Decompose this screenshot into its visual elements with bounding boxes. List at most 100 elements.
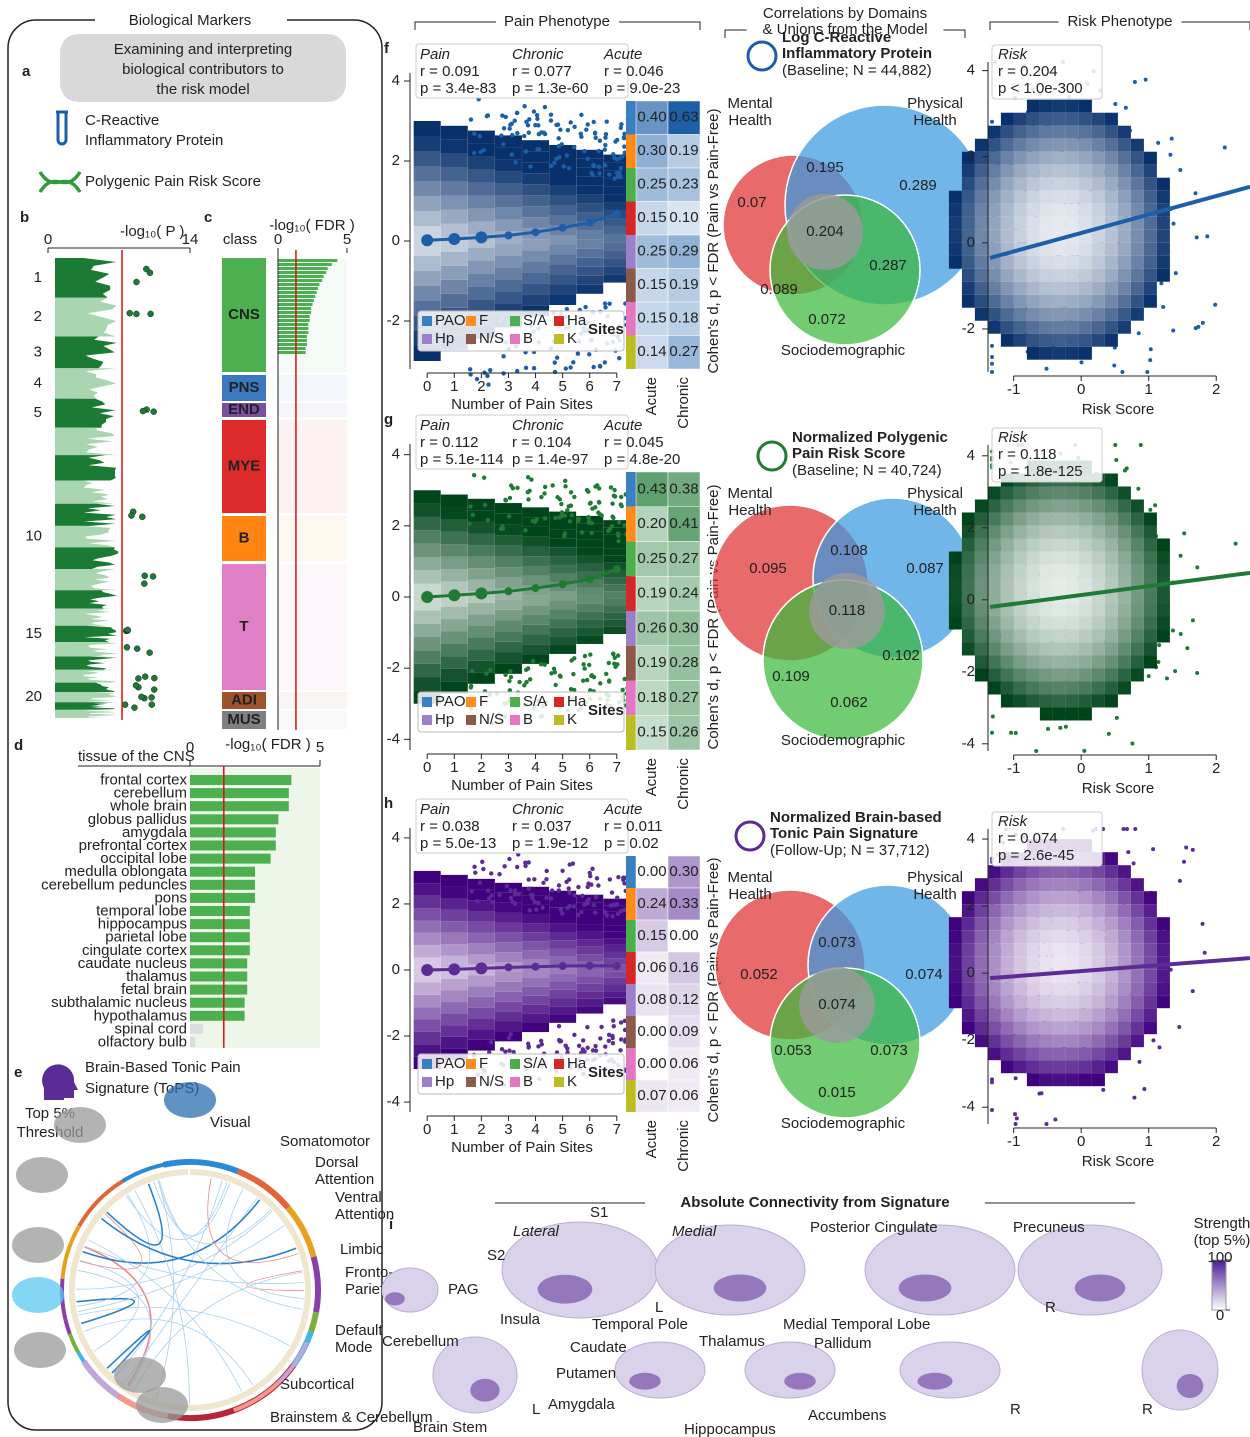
density-cell — [440, 139, 468, 154]
outlier-dot — [588, 652, 593, 657]
density-cell — [1130, 151, 1144, 165]
region-label: L — [655, 1299, 663, 1316]
density-cell — [467, 498, 495, 511]
density-cell — [603, 612, 631, 620]
legend-title: Sites — [588, 702, 624, 719]
density-cell — [1065, 320, 1079, 334]
density-cell — [961, 151, 975, 165]
density-cell — [413, 597, 441, 611]
density-cell — [961, 164, 975, 178]
scatter-dot — [990, 1108, 994, 1113]
density-cell — [549, 547, 577, 557]
density-cell — [494, 513, 522, 525]
inner-ring — [69, 1169, 312, 1411]
region-label: R — [1010, 1401, 1021, 1418]
outlier-dot — [559, 501, 564, 507]
outlier-dot — [622, 150, 628, 155]
density-cell — [440, 606, 468, 620]
density-cell — [1091, 655, 1105, 669]
scatter-dot — [1131, 861, 1136, 866]
legend-swatch — [422, 1059, 432, 1069]
density-cell — [948, 229, 962, 243]
outlier-dot — [503, 1049, 508, 1054]
chromosome-label: 2 — [34, 308, 42, 325]
outlier-dot — [568, 365, 573, 370]
density-cell — [1091, 125, 1105, 139]
network-label: Attention — [335, 1206, 394, 1223]
density-cell — [440, 531, 468, 545]
density-cell — [961, 616, 975, 630]
brain-thumbnail — [164, 1082, 216, 1118]
density-cell — [522, 294, 550, 306]
density-cell — [974, 1021, 988, 1035]
density-cell — [1052, 99, 1066, 113]
mean-point — [448, 963, 461, 976]
outlier-dot — [593, 1048, 599, 1053]
site-strip — [626, 235, 636, 269]
scatter-dot — [1013, 1076, 1018, 1081]
tissue-label: olfactory bulb — [98, 1033, 187, 1050]
density-cell — [1091, 255, 1105, 269]
x-axis-label: Risk Score — [1082, 780, 1155, 797]
region-label: Thalamus — [699, 1333, 765, 1350]
stat-name: Chronic — [512, 801, 564, 818]
density-cell — [1117, 642, 1131, 656]
density-cell — [1000, 995, 1014, 1009]
chromosome-strip — [55, 525, 117, 548]
outlier-dot — [522, 133, 527, 139]
density-cell — [1000, 268, 1014, 282]
x-tick-label: 1 — [450, 378, 458, 395]
density-cell — [576, 619, 604, 628]
tissue-label: hypothalamus — [94, 1007, 187, 1024]
scatter-dot — [1178, 632, 1183, 637]
outlier-dot — [618, 1037, 624, 1042]
outlier-dot — [539, 1042, 544, 1047]
scatter-dot — [1044, 1122, 1049, 1126]
density-cell — [1065, 943, 1079, 957]
mean-point — [558, 223, 567, 232]
density-cell — [1052, 707, 1066, 721]
heat-cell — [667, 335, 701, 370]
outlier-dot — [534, 907, 539, 912]
density-cell — [1013, 629, 1027, 643]
density-cell — [1065, 138, 1079, 152]
tissue-label: caudate nucleus — [78, 955, 187, 972]
density-cell — [948, 969, 962, 983]
y-tick-label: 4 — [392, 829, 400, 846]
region-label: Brain Stem — [413, 1419, 487, 1436]
density-cell — [1078, 190, 1092, 204]
hit-dot — [135, 675, 142, 682]
outlier-dot — [567, 519, 573, 524]
density-cell — [1104, 930, 1118, 944]
outlier-dot — [606, 1038, 612, 1043]
density-cell — [1039, 164, 1053, 178]
outlier-dot — [620, 687, 625, 693]
venn-value: 0.102 — [882, 647, 920, 664]
scatter-dot — [1178, 167, 1183, 172]
density-cell — [987, 125, 1001, 139]
scatter-dot — [1151, 847, 1156, 852]
density-cell — [961, 904, 975, 918]
density-cell — [974, 878, 988, 892]
heat-cell — [667, 268, 701, 303]
hit-dot — [148, 701, 156, 708]
legend-swatch — [554, 1077, 564, 1087]
heat-value: 0.15 — [637, 927, 666, 944]
outlier-dot — [557, 155, 562, 160]
chord — [115, 1180, 223, 1377]
density-cell — [948, 551, 962, 565]
density-cell — [1104, 151, 1118, 165]
density-cell — [1117, 268, 1131, 282]
density-cell — [1039, 551, 1053, 565]
density-cell — [1091, 616, 1105, 630]
density-cell — [987, 616, 1001, 630]
density-cell — [522, 1023, 550, 1033]
panel-label: e — [14, 1064, 22, 1081]
venn-core — [809, 573, 885, 649]
density-cell — [974, 242, 988, 256]
outlier-dot — [619, 122, 624, 127]
outlier-dot — [503, 497, 508, 503]
density-cell — [948, 590, 962, 604]
density-cell — [1117, 917, 1131, 931]
density-cell — [1117, 655, 1131, 669]
